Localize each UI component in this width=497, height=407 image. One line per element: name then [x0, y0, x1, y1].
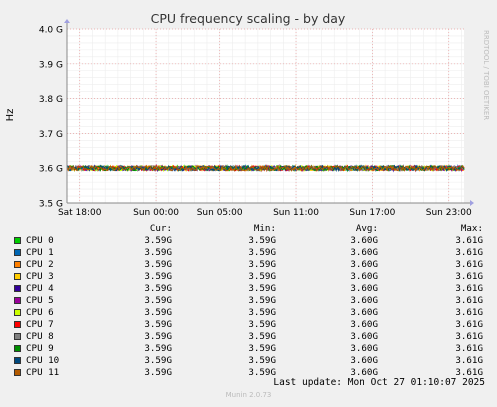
x-tick-label: Sun 17:00 — [349, 208, 395, 218]
last-update: Last update: Mon Oct 27 01:10:07 2025 — [273, 377, 485, 388]
y-tick-label: 3.7 G — [39, 130, 63, 140]
y-tick-label: 3.6 G — [39, 165, 63, 175]
x-axis-arrow — [470, 200, 474, 206]
y-tick-label: 4.0 G — [39, 26, 63, 36]
y-axis-arrow — [64, 19, 70, 23]
y-tick-label: 3.9 G — [39, 60, 63, 70]
chart-title: CPU frequency scaling - by day — [151, 11, 346, 26]
series-line-cpu-11 — [66, 164, 465, 173]
y-tick-label: 3.5 G — [39, 200, 63, 210]
x-tick-label: Sun 11:00 — [273, 208, 319, 218]
y-axis-label: Hz — [5, 109, 16, 122]
x-tick-label: Sat 18:00 — [58, 208, 102, 218]
x-tick-label: Sun 05:00 — [197, 208, 243, 218]
y-tick-label: 3.8 G — [39, 95, 63, 105]
rrdtool-side-label: RRDTOOL / TOBI OETIKER — [482, 30, 490, 120]
munin-version: Munin 2.0.73 — [225, 391, 272, 399]
plot-area — [67, 29, 464, 203]
x-tick-label: Sun 00:00 — [133, 208, 179, 218]
x-tick-label: Sun 23:00 — [426, 208, 472, 218]
